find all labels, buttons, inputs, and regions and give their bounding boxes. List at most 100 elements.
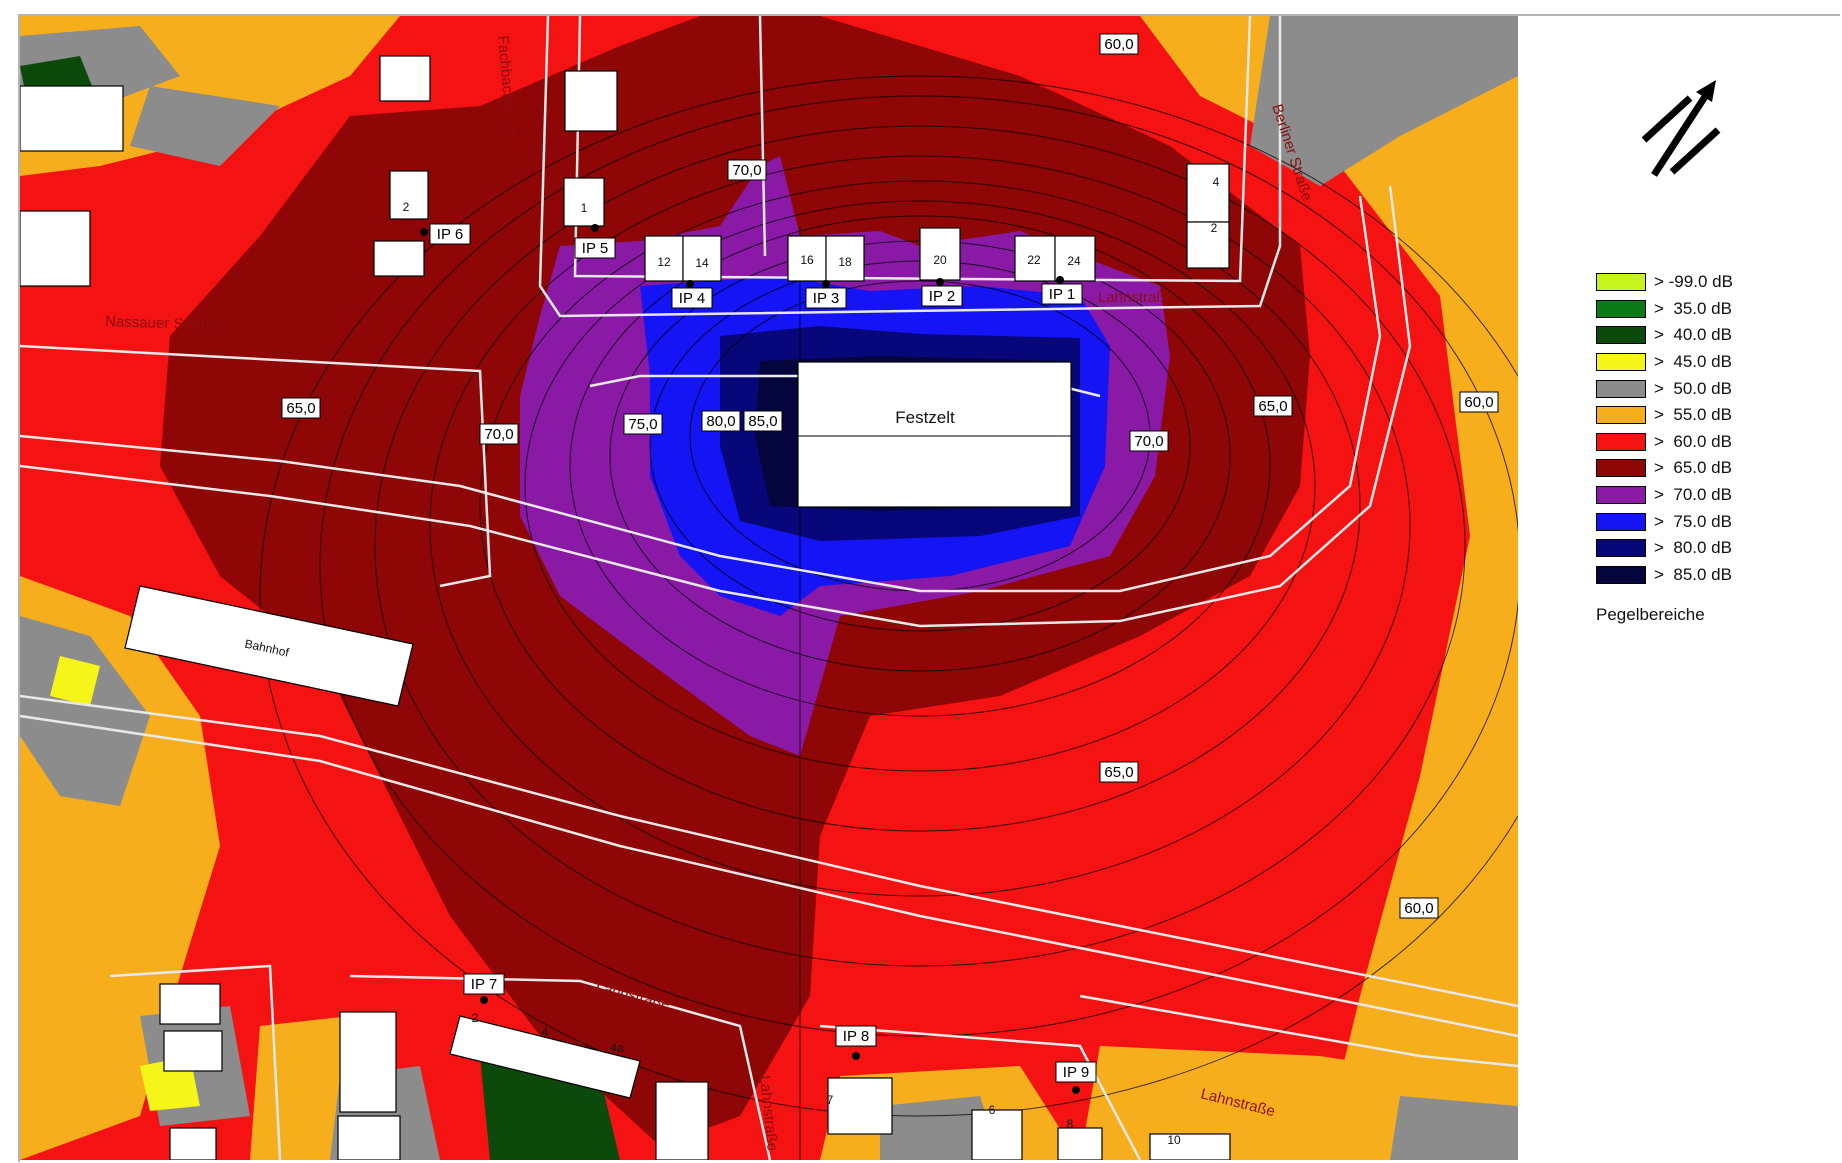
ip-6: IP 6: [429, 223, 471, 245]
ip-8: IP 8: [835, 1025, 877, 1047]
ip-marker: [686, 280, 694, 288]
legend-item: > 45.0 dB: [1596, 349, 1733, 376]
svg-text:IP 3: IP 3: [813, 290, 839, 307]
legend-swatch: [1596, 326, 1646, 345]
ip-1: IP 1: [1041, 283, 1083, 305]
ip-2: IP 2: [921, 285, 963, 307]
legend-label: > 60.0 dB: [1654, 431, 1732, 451]
level-label-65-right: 65,0: [1253, 395, 1293, 417]
ip-marker: [852, 1052, 860, 1060]
svg-text:70,0: 70,0: [732, 162, 761, 179]
legend-swatch: [1596, 273, 1646, 292]
legend-swatch: [1596, 353, 1646, 372]
svg-text:70,0: 70,0: [484, 426, 513, 443]
svg-text:80,0: 80,0: [706, 413, 735, 430]
legend-swatch: [1596, 512, 1646, 531]
legend-swatch: [1596, 379, 1646, 398]
legend-item: > 85.0 dB: [1596, 562, 1733, 589]
house-number: 4: [542, 1025, 549, 1039]
legend-item: > 40.0 dB: [1596, 322, 1733, 349]
house-number: 16: [800, 253, 814, 267]
svg-text:75,0: 75,0: [628, 416, 657, 433]
house-number: 2: [403, 200, 410, 214]
ip-marker: [1072, 1086, 1080, 1094]
level-label-85: 85,0: [743, 410, 783, 432]
level-label-70-right: 70,0: [1129, 430, 1169, 452]
level-label-75: 75,0: [623, 413, 663, 435]
legend-item: > 70.0 dB: [1596, 482, 1733, 509]
svg-text:60,0: 60,0: [1464, 394, 1493, 411]
ip-3: IP 3: [805, 287, 847, 309]
legend-item: > 80.0 dB: [1596, 535, 1733, 562]
ip-marker: [591, 224, 599, 232]
ip-9: IP 9: [1055, 1061, 1097, 1083]
level-label-70-top: 70,0: [727, 159, 767, 181]
level-label-60-right: 60,0: [1459, 391, 1499, 413]
house-number: 18: [838, 255, 852, 269]
legend-swatch: [1596, 486, 1646, 505]
legend-item: > 35.0 dB: [1596, 296, 1733, 323]
ip-marker: [420, 228, 428, 236]
house-number: 24: [1067, 254, 1081, 268]
street-lahnstrasse-top: Lahnstraße: [1098, 289, 1174, 306]
legend-label: > 75.0 dB: [1654, 511, 1732, 531]
svg-text:60,0: 60,0: [1404, 900, 1433, 917]
legend-label: > 80.0 dB: [1654, 538, 1732, 558]
svg-text:IP 7: IP 7: [471, 976, 497, 993]
immission-points[interactable]: IP 1 IP 2 IP 3 IP 4 IP 5 IP 6 IP 7 IP 8 …: [420, 223, 1097, 1094]
zone-50db: [20, 16, 1518, 1160]
legend-item: > 75.0 dB: [1596, 508, 1733, 535]
roads: [20, 16, 1518, 1160]
house-number: 10: [1167, 1133, 1181, 1147]
ip-marker: [1056, 276, 1064, 284]
svg-text:IP 1: IP 1: [1049, 286, 1075, 303]
legend-swatch: [1596, 539, 1646, 558]
svg-text:IP 8: IP 8: [843, 1028, 869, 1045]
north-arrow-icon: [1636, 80, 1726, 190]
legend-item: > 50.0 dB: [1596, 375, 1733, 402]
house-number: 2: [1211, 221, 1218, 235]
noise-map[interactable]: Festzelt Bahnhof Nassauer Straße Lahnstr…: [20, 16, 1518, 1160]
buildings: [20, 55, 1231, 1160]
svg-text:IP 4: IP 4: [679, 290, 705, 307]
legend-title: Pegelbereiche: [1596, 605, 1705, 624]
ip-7: IP 7: [463, 973, 505, 995]
level-labels: 60,0 70,0 65,0 70,0 75,0 80,0 85,0 70,0 …: [281, 33, 1499, 919]
svg-text:65,0: 65,0: [286, 400, 315, 417]
svg-text:85,0: 85,0: [748, 413, 777, 430]
level-label-65-left: 65,0: [281, 397, 321, 419]
street-nassauer: Nassauer Straße: [105, 313, 219, 334]
house-number: 6: [989, 1103, 996, 1117]
svg-text:70,0: 70,0: [1134, 433, 1163, 450]
house-number: 20: [933, 253, 947, 267]
ip-5: IP 5: [574, 237, 616, 259]
house-number: 22: [1027, 253, 1041, 267]
tent-label: Festzelt: [895, 408, 955, 427]
house-number: 8: [1067, 1117, 1074, 1131]
legend-item: > 60.0 dB: [1596, 429, 1733, 456]
house-number: 4: [1213, 175, 1220, 189]
house-number: 14: [695, 256, 709, 270]
legend-item: > 65.0 dB: [1596, 455, 1733, 482]
svg-text:65,0: 65,0: [1258, 398, 1287, 415]
svg-text:60,0: 60,0: [1104, 36, 1133, 53]
svg-text:IP 9: IP 9: [1063, 1064, 1089, 1081]
level-label-65-bottom: 65,0: [1099, 761, 1139, 783]
ip-marker: [822, 280, 830, 288]
legend-label: > 50.0 dB: [1654, 378, 1732, 398]
legend-label: > 85.0 dB: [1654, 564, 1732, 584]
house-number: 2: [472, 1011, 479, 1025]
legend-label: > 35.0 dB: [1654, 298, 1732, 318]
ip-4: IP 4: [671, 287, 713, 309]
ip-marker: [480, 996, 488, 1004]
legend-label: > -99.0 dB: [1654, 272, 1733, 292]
legend-label: > 65.0 dB: [1654, 458, 1732, 478]
contour-lines: [259, 75, 1518, 1160]
ip-marker: [936, 278, 944, 286]
legend-label: > 45.0 dB: [1654, 352, 1732, 372]
svg-text:IP 6: IP 6: [437, 226, 463, 243]
level-label-80: 80,0: [701, 410, 741, 432]
legend-swatch: [1596, 406, 1646, 425]
legend-label: > 70.0 dB: [1654, 485, 1732, 505]
legend-label: > 55.0 dB: [1654, 405, 1732, 425]
